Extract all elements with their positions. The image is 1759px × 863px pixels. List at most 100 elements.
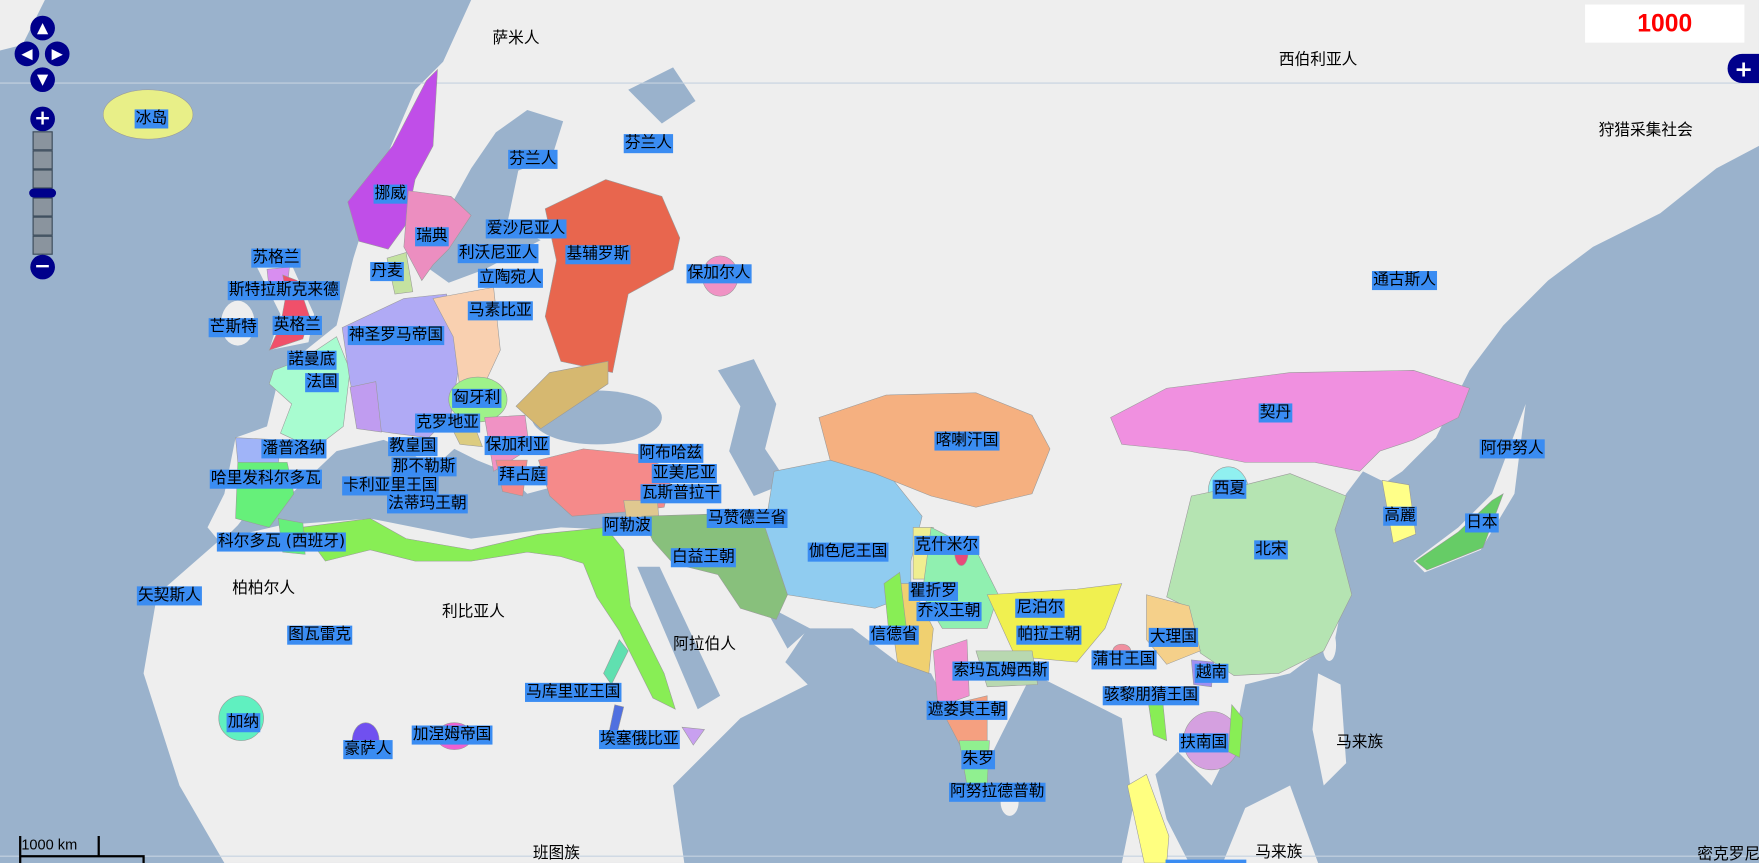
- pacific-ocean: [1155, 145, 1759, 863]
- state-label[interactable]: 阿勒波: [602, 516, 652, 536]
- state-label[interactable]: 骇黎朋猜王国: [1102, 686, 1200, 706]
- state-label[interactable]: 爱沙尼亚人: [485, 219, 567, 239]
- state-label[interactable]: 蒲甘王国: [1091, 650, 1157, 670]
- pan-right-button[interactable]: ▶: [44, 41, 70, 67]
- state-label-offscreen[interactable]: [1165, 859, 1247, 863]
- state-label[interactable]: 潘普洛纳: [261, 439, 327, 459]
- region-japan[interactable]: [1415, 493, 1504, 571]
- region-ethiopia[interactable]: [681, 726, 705, 746]
- zoom-level-slot[interactable]: [32, 235, 53, 255]
- state-label[interactable]: 保加利亚: [484, 435, 550, 456]
- state-label[interactable]: 英格兰: [272, 315, 322, 335]
- state-label[interactable]: 伽色尼王国: [807, 542, 889, 562]
- pan-up-button[interactable]: ▲: [30, 15, 55, 41]
- state-label[interactable]: 大理国: [1148, 627, 1199, 647]
- state-label[interactable]: 瑞典: [415, 227, 449, 247]
- zoom-slider-handle[interactable]: [29, 188, 57, 198]
- state-label[interactable]: 马赞德兰省: [706, 508, 788, 528]
- state-label[interactable]: 加涅姆帝国: [411, 725, 493, 745]
- state-label[interactable]: 阿努拉德普勒: [949, 782, 1046, 802]
- zoom-bar[interactable]: + −: [29, 106, 57, 280]
- scale-label: 1000 km: [21, 836, 78, 853]
- state-label[interactable]: 芒斯特: [208, 318, 259, 338]
- expand-layer-switcher-button[interactable]: +: [1727, 53, 1759, 84]
- state-label[interactable]: 法国: [305, 373, 339, 393]
- state-label[interactable]: 克什米尔: [914, 535, 980, 555]
- state-label[interactable]: 科尔多瓦 (西班牙): [216, 532, 347, 552]
- pan-down-button[interactable]: ▼: [30, 67, 55, 93]
- people-label: 西伯利亚人: [1278, 51, 1358, 70]
- state-label[interactable]: 教皇国: [388, 437, 438, 457]
- region-burgundy[interactable]: [349, 381, 382, 433]
- state-label[interactable]: 西夏: [1212, 479, 1247, 499]
- region-kievan-rus[interactable]: [544, 179, 681, 373]
- state-label[interactable]: 阿伊努人: [1479, 439, 1545, 459]
- state-label[interactable]: 白益王朝: [670, 548, 736, 568]
- state-label[interactable]: 挪威: [373, 184, 408, 204]
- state-label[interactable]: 諾曼底: [287, 350, 337, 370]
- state-label[interactable]: 神圣罗马帝国: [347, 325, 445, 346]
- state-label[interactable]: 芬兰人: [623, 134, 674, 154]
- people-label: 马来族: [1336, 733, 1384, 752]
- people-label: 密克罗尼西亚: [1697, 845, 1759, 863]
- state-label[interactable]: 朱罗: [961, 750, 996, 770]
- state-label[interactable]: 马素比亚: [467, 301, 533, 321]
- region-paramaras[interactable]: [933, 639, 970, 708]
- zoom-in-button[interactable]: +: [30, 106, 55, 132]
- state-label[interactable]: 立陶宛人: [477, 268, 543, 288]
- state-label[interactable]: 遮娄其王朝: [926, 700, 1008, 720]
- state-label[interactable]: 拜占庭: [498, 466, 548, 486]
- state-label[interactable]: 那不勒斯: [391, 457, 457, 477]
- state-label[interactable]: 通古斯人: [1371, 271, 1438, 291]
- state-label[interactable]: 尼泊尔: [1015, 598, 1065, 618]
- state-label[interactable]: 埃塞俄比亚: [599, 729, 680, 750]
- region-champa[interactable]: [1228, 704, 1244, 758]
- state-label[interactable]: 扶南国: [1179, 733, 1229, 753]
- state-label[interactable]: 马库里亚王国: [525, 682, 622, 702]
- state-label[interactable]: 冰岛: [134, 109, 169, 129]
- state-label[interactable]: 芬兰人: [508, 149, 558, 169]
- zoom-level-slot[interactable]: [32, 150, 53, 170]
- state-label[interactable]: 乔汉王朝: [916, 602, 982, 622]
- zoom-level-slot[interactable]: [32, 169, 53, 189]
- state-label[interactable]: 图瓦雷克: [287, 625, 353, 645]
- region-srivijaya[interactable]: [1127, 773, 1170, 863]
- state-label[interactable]: 帕拉王朝: [1016, 625, 1082, 645]
- state-label[interactable]: 瓦斯普拉干: [640, 484, 722, 504]
- state-label[interactable]: 喀喇汗国: [934, 431, 1000, 451]
- state-label[interactable]: 匈牙利: [452, 388, 502, 408]
- state-label[interactable]: 克罗地亚: [415, 413, 481, 433]
- zoom-level-slot[interactable]: [32, 197, 53, 217]
- people-label: 利比亚人: [441, 603, 505, 622]
- pan-left-button[interactable]: ◀: [14, 41, 40, 67]
- zoom-level-slot[interactable]: [32, 131, 53, 151]
- region-steppe[interactable]: [515, 361, 609, 430]
- state-label[interactable]: 矢契斯人: [136, 586, 202, 606]
- state-label[interactable]: 保加尔人: [686, 264, 752, 284]
- state-label[interactable]: 斯特拉斯克来德: [227, 281, 340, 301]
- state-label[interactable]: 丹麦: [370, 262, 404, 282]
- state-label[interactable]: 豪萨人: [343, 740, 393, 760]
- state-label[interactable]: 索玛瓦姆西斯: [952, 661, 1049, 681]
- state-label[interactable]: 契丹: [1258, 403, 1293, 423]
- state-label[interactable]: 高麗: [1383, 506, 1417, 526]
- zoom-level-slot[interactable]: [32, 216, 53, 236]
- state-label[interactable]: 阿布哈兹: [638, 443, 704, 463]
- zoom-out-button[interactable]: −: [30, 254, 55, 280]
- state-label[interactable]: 亚美尼亚: [651, 464, 717, 484]
- state-label[interactable]: 法蒂玛王朝: [387, 494, 468, 514]
- state-label[interactable]: 瞿折罗: [908, 581, 959, 601]
- state-label[interactable]: 越南: [1194, 663, 1229, 683]
- region-norway[interactable]: [347, 68, 438, 250]
- state-label[interactable]: 苏格兰: [251, 248, 301, 268]
- state-label[interactable]: 加纳: [226, 713, 261, 733]
- state-label[interactable]: 北宋: [1254, 540, 1288, 560]
- state-label[interactable]: 日本: [1465, 513, 1499, 533]
- state-label[interactable]: 利沃尼亚人: [457, 244, 539, 264]
- state-label[interactable]: 哈里发科尔多瓦: [209, 469, 322, 489]
- state-label[interactable]: 基辅罗斯: [565, 245, 631, 265]
- state-label[interactable]: 卡利亚里王国: [342, 476, 439, 496]
- state-label[interactable]: 信德省: [869, 625, 919, 645]
